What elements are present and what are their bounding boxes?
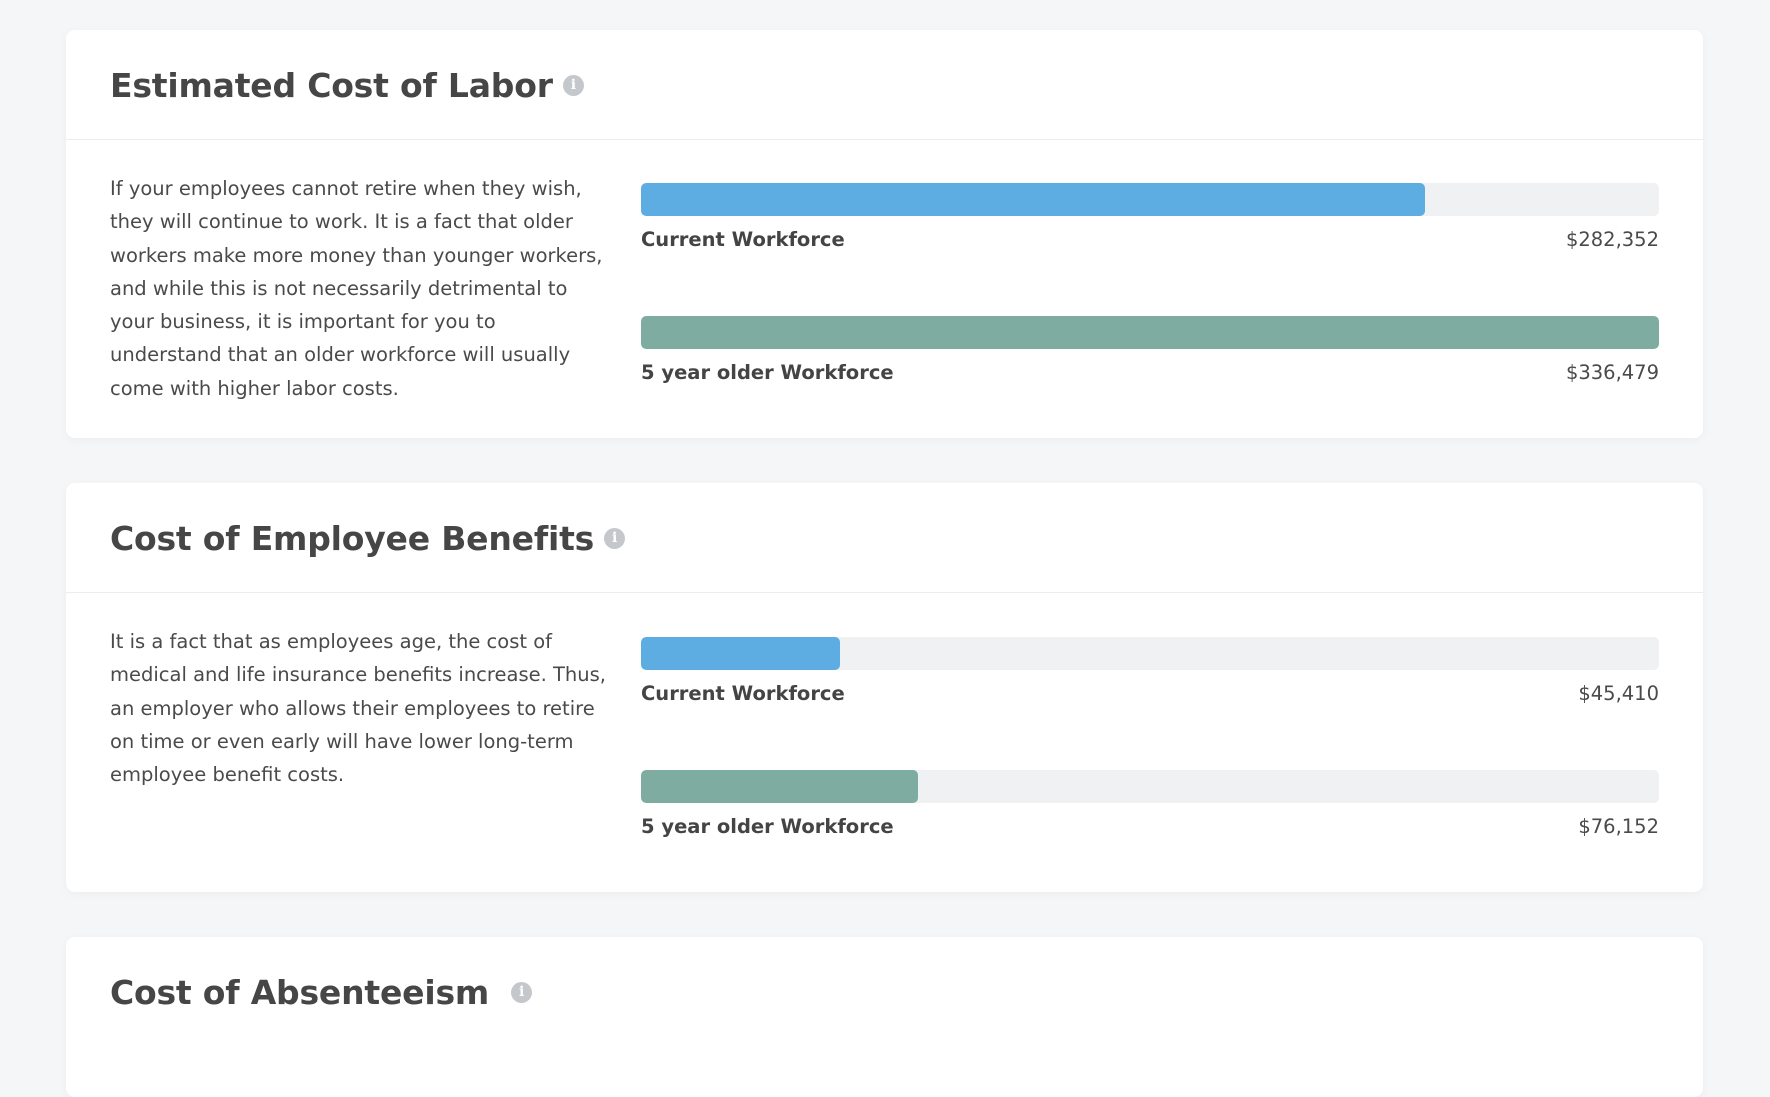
card-header: Cost of Employee Benefits i — [66, 483, 1703, 593]
bar-track — [641, 183, 1659, 216]
bar-label: Current Workforce — [641, 682, 845, 705]
bar-fill — [641, 316, 1659, 349]
bar-value: $45,410 — [1578, 682, 1659, 705]
info-icon[interactable]: i — [511, 982, 533, 1003]
bar-fill — [641, 637, 840, 670]
bar-older-workforce: 5 year older Workforce $76,152 — [641, 770, 1659, 845]
bar-fill — [641, 183, 1425, 216]
section-title: Cost of Absenteeism i — [110, 973, 533, 1012]
bar-meta: 5 year older Workforce $76,152 — [641, 815, 1659, 845]
section-title-text: Estimated Cost of Labor — [110, 66, 553, 105]
bar-older-workforce: 5 year older Workforce $336,479 — [641, 316, 1659, 391]
bar-current-workforce: Current Workforce $282,352 — [641, 183, 1659, 258]
absenteeism-cost-card: Cost of Absenteeism i — [66, 937, 1703, 1097]
info-icon[interactable]: i — [562, 75, 584, 96]
bar-value: $76,152 — [1578, 815, 1659, 838]
bar-track — [641, 316, 1659, 349]
bar-meta: Current Workforce $282,352 — [641, 228, 1659, 258]
bar-value: $336,479 — [1565, 361, 1659, 384]
section-title: Estimated Cost of Labor i — [110, 66, 584, 105]
section-title-text: Cost of Employee Benefits — [110, 519, 595, 558]
bar-meta: Current Workforce $45,410 — [641, 682, 1659, 712]
bar-label: 5 year older Workforce — [641, 815, 894, 838]
card-body: If your employees cannot retire when the… — [66, 140, 1703, 438]
section-description: If your employees cannot retire when the… — [110, 177, 603, 400]
benefits-cost-card: Cost of Employee Benefits i It is a fact … — [66, 483, 1703, 892]
bar-current-workforce: Current Workforce $45,410 — [641, 637, 1659, 712]
bar-fill — [641, 770, 918, 803]
bar-track — [641, 637, 1659, 670]
card-body: It is a fact that as employees age, the … — [66, 593, 1703, 892]
bar-meta: 5 year older Workforce $336,479 — [641, 361, 1659, 391]
section-title: Cost of Employee Benefits i — [110, 519, 626, 558]
section-title-text: Cost of Absenteeism — [110, 973, 490, 1012]
card-header: Estimated Cost of Labor i — [66, 30, 1703, 140]
card-header: Cost of Absenteeism i — [66, 937, 1703, 1046]
labor-cost-card: Estimated Cost of Labor i If your employe… — [66, 30, 1703, 438]
bar-label: Current Workforce — [641, 228, 845, 251]
bar-track — [641, 770, 1659, 803]
info-icon[interactable]: i — [604, 528, 626, 549]
section-description: It is a fact that as employees age, the … — [110, 630, 606, 787]
bar-value: $282,352 — [1565, 228, 1659, 251]
bar-label: 5 year older Workforce — [641, 361, 894, 384]
